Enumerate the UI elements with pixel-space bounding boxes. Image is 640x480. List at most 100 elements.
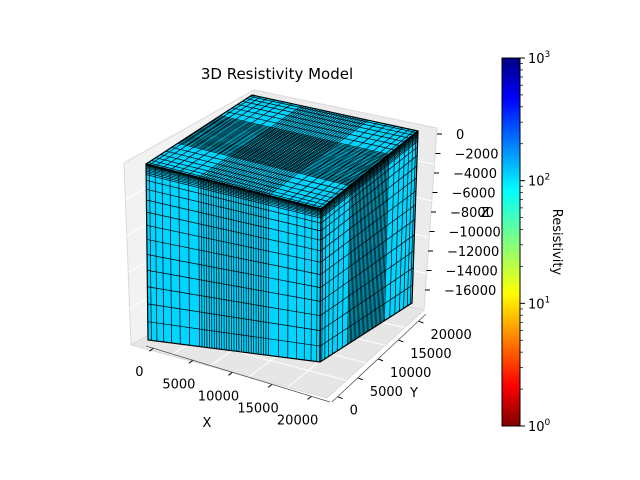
colorbar-tick-label: 103 [528,50,550,67]
mesh-front-cell-edge [149,164,152,341]
mesh-top-cell-edge [218,116,388,156]
mesh-front-cell-edge [213,181,215,349]
mesh-top-cell-edge [204,125,376,166]
y-axis-line [331,313,427,403]
mesh-front-cell-edge [233,186,235,352]
mesh-right-cell-edge [348,184,352,344]
mesh-right-cell-edge [320,133,418,212]
mesh-right-cell-edge [370,165,376,330]
mesh-front-cell-edge [146,199,321,241]
y-tick-label: 15000 [410,347,451,362]
mesh-front-cell-edge [147,321,321,347]
mesh-front-cell-edge [146,165,321,212]
mesh-right-cell-edge [357,176,362,338]
mesh-right-cell-edge [377,159,383,325]
mesh-front-cell-edge [146,224,321,263]
mesh-front-cell-edge [161,168,165,343]
mesh-top-cell-edge [198,129,370,171]
mesh-right-cell-edge [353,180,358,341]
mesh-front-cell-edge [147,286,321,317]
mesh-right-cell-edge [320,146,418,224]
mesh-right-cell-edge [320,137,418,216]
mesh-right-cell-edge [399,141,406,312]
mesh-right-cell-edge [409,132,417,305]
mesh-right-cell-edge [374,162,380,327]
resistivity-mesh [145,94,419,363]
mesh-right-cell-edge [368,167,373,331]
mesh-top-cell-edge [192,133,365,175]
mesh-front-cell-edge [198,177,200,347]
mesh-top-cell-edge [191,134,363,176]
x-tick-label: 10000 [198,389,239,404]
x-tick [149,347,154,352]
mesh-front-cell-edge [146,169,321,215]
mesh-front-cell-edge [225,184,227,351]
mesh-front-cell-edge [296,202,298,359]
mesh-front-cell-edge [215,181,218,349]
mesh-right-cell-edge [320,250,415,317]
mesh-right-cell-edge [373,163,379,328]
z-tick-label: 0 [456,128,464,143]
mesh-front-cell-edge [146,172,321,217]
z-tick-label: −16000 [444,284,496,299]
mesh-front-cell-edge [154,166,158,342]
mesh-right-cell-edge [320,155,418,232]
mesh-top-cell-edge [215,118,385,159]
x-tick-label: 0 [135,365,143,380]
mesh-right-cell-edge [320,131,418,211]
mesh-right-cell-edge [336,194,340,351]
mesh-top-cell-edge [212,120,383,161]
mesh-top-cell-edge [200,128,371,170]
mesh-top-cell-edge [147,162,323,208]
mesh-right-cell-edge [320,284,413,347]
mesh-top-cell-edge [242,100,410,139]
mesh-right-cell-edge [352,181,356,341]
mesh-top-cell-edge [195,131,367,173]
mesh-front-cell-edge [230,185,232,351]
mesh-right-cell-edge [366,168,372,332]
mesh-front-cell-edge [187,174,190,346]
mesh-front-cell-edge [316,208,318,362]
mesh-front-cell-edge [146,166,321,212]
mesh-right-cell-edge [320,190,417,263]
x-axis-label: X [203,416,212,431]
mesh-top-cell-edge [180,140,353,184]
mesh-right-cell-edge [389,149,395,318]
mesh-top-cell-edge [217,117,387,157]
mesh-front-cell-edge [303,204,306,360]
mesh-right-cell-edge [372,164,377,329]
colorbar-tick-label: 100 [528,418,551,435]
mesh-top-cell-edge [197,130,369,172]
y-tick-label: 0 [350,404,358,419]
mesh-top-cell-edge [189,135,362,178]
mesh-top-cell-edge [171,146,345,191]
mesh-top-cell-edge [214,119,384,160]
mesh-front-cell-edge [146,179,321,224]
mesh-right-cell-edge [320,267,414,331]
mesh-right-cell-edge [384,154,390,321]
mesh-right-cell-edge [376,161,381,326]
mesh-top-cell-edge [226,111,395,151]
mesh-top-cell-edge [211,121,381,162]
mesh-right-cell-edge [403,138,410,309]
mesh-front-cell-edge [147,303,321,331]
y-tick [398,339,404,343]
mesh-right-cell-edge [320,165,417,241]
mesh-top-cell-edge [208,123,378,164]
mesh-top-cell-edge [185,138,358,181]
mesh-right-cell-edge [382,155,388,322]
mesh-front-cell-edge [146,239,321,275]
mesh-top-cell-edge [182,140,355,183]
x-tick [307,395,312,400]
mesh-right-cell-edge [320,139,418,217]
mesh-front-cell-edge [205,179,208,348]
mesh-top-cell-edge [177,142,351,186]
z-tick-label: −12000 [447,245,499,260]
mesh-top-cell-edge [232,107,400,146]
mesh-front-cell-edge [146,188,321,232]
colorbar-label: Resistivity [549,209,564,276]
mesh-right-cell-edge [365,169,370,333]
mesh-top-cell-edge [183,139,356,182]
colorbar-tick-label: 101 [528,295,550,312]
mesh-right-cell-edge [332,198,335,354]
